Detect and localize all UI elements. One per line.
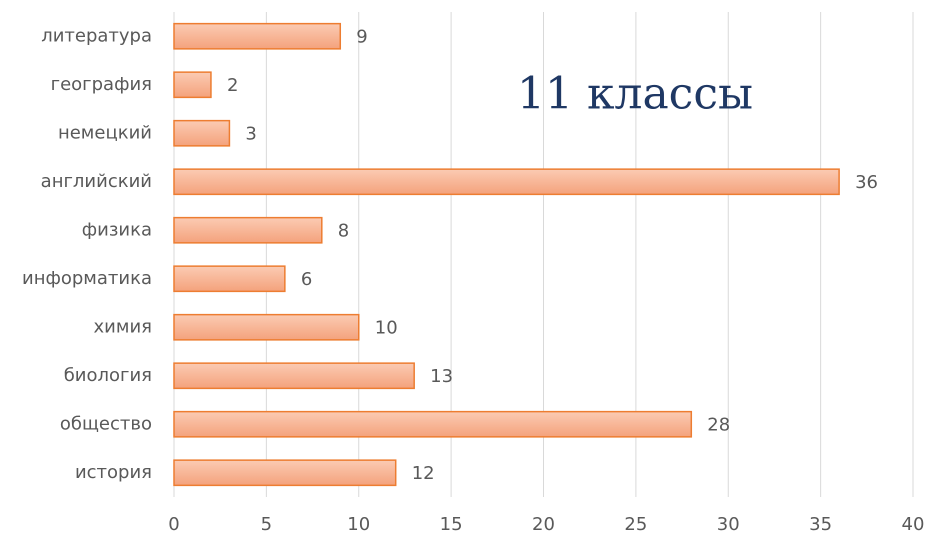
x-tick-label: 30: [717, 514, 740, 535]
grid: [173, 12, 914, 497]
y-tick-label: химия: [94, 316, 152, 337]
bar: [173, 71, 212, 99]
x-tick-label: 25: [624, 514, 647, 535]
value-label: 3: [245, 123, 256, 144]
x-tick-label: 35: [809, 514, 832, 535]
value-label: 6: [301, 269, 312, 290]
y-tick-label: физика: [82, 219, 152, 240]
x-tick-label: 15: [440, 514, 463, 535]
y-tick-label: общество: [60, 413, 152, 434]
value-label: 12: [412, 463, 435, 484]
bar: [173, 313, 360, 341]
y-tick-label: английский: [41, 171, 152, 192]
y-tick-label: история: [75, 462, 152, 483]
value-label: 9: [356, 26, 367, 47]
value-label: 10: [375, 317, 398, 338]
x-tick-label: 0: [168, 514, 179, 535]
y-tick-label: география: [51, 74, 152, 95]
bar: [173, 119, 231, 147]
value-label: 8: [338, 220, 349, 241]
bar: [173, 410, 693, 438]
value-label: 36: [855, 172, 878, 193]
y-tick-label: литература: [41, 25, 152, 46]
x-tick-label: 40: [902, 514, 925, 535]
bar: [173, 168, 840, 196]
x-tick-label: 20: [532, 514, 555, 535]
value-label: 28: [707, 414, 730, 435]
x-tick-label: 10: [347, 514, 370, 535]
value-label: 13: [430, 366, 453, 387]
chart-title: 11 классы: [517, 69, 753, 120]
bar: [173, 459, 397, 487]
value-label: 2: [227, 75, 238, 96]
x-tick-label: 5: [261, 514, 272, 535]
y-tick-label: информатика: [22, 268, 152, 289]
bar: [173, 216, 323, 244]
y-tick-label: биология: [64, 365, 152, 386]
y-tick-label: немецкий: [58, 122, 152, 143]
bar: [173, 22, 342, 50]
bar: [173, 265, 286, 293]
bar: [173, 362, 415, 390]
